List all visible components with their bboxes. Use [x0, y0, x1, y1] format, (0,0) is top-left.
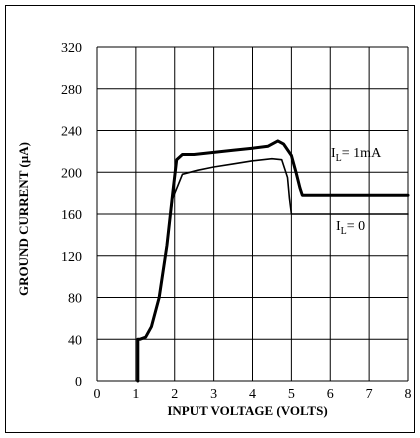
x-tick-label: 8 — [405, 387, 412, 402]
series-line-il-0 — [137, 157, 409, 382]
y-axis-label: GROUND CURRENT (µA) — [16, 142, 31, 296]
x-tick-label: 7 — [366, 387, 373, 402]
x-tick-label: 1 — [132, 387, 139, 402]
y-tick-label: 120 — [61, 250, 82, 265]
x-tick-label: 0 — [94, 387, 101, 402]
y-tick-label: 160 — [61, 208, 82, 223]
y-tick-label: 80 — [68, 292, 82, 307]
series-label-il-1ma: IL= 1mA — [331, 146, 382, 164]
x-tick-label: 4 — [249, 387, 256, 402]
y-tick-label: 240 — [61, 125, 82, 140]
x-axis-label: INPUT VOLTAGE (VOLTS) — [167, 403, 327, 418]
y-tick-label: 40 — [68, 333, 82, 348]
x-tick-label: 5 — [288, 387, 295, 402]
y-tick-label: 280 — [61, 83, 82, 98]
x-tick-label: 2 — [171, 387, 178, 402]
x-tick-label: 3 — [210, 387, 217, 402]
y-tick-label: 200 — [61, 166, 82, 181]
series-line-il-1ma — [136, 139, 410, 383]
y-tick-label: 0 — [75, 375, 82, 390]
series-label-il-0: IL= 0 — [336, 219, 365, 237]
x-tick-label: 6 — [327, 387, 334, 402]
chart-frame — [5, 5, 415, 433]
y-tick-label: 320 — [61, 41, 82, 56]
